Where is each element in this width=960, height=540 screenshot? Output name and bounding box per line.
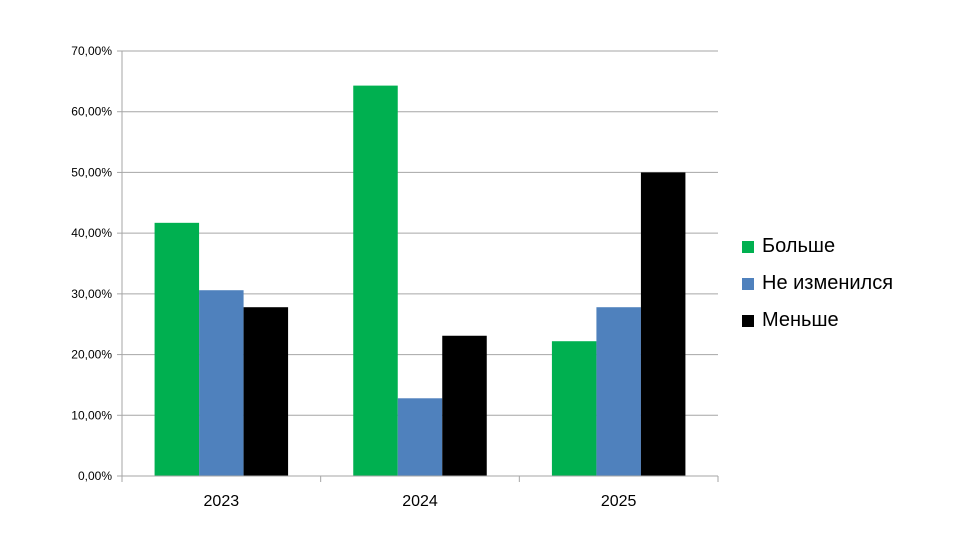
y-tick-label: 50,00% [71,165,112,179]
legend-swatch-menshe [742,314,754,327]
bar-2025-series-0 [551,341,597,476]
y-tick-label: 60,00% [71,105,112,119]
y-tick-label: 70,00% [71,44,112,58]
legend-label-menshe: Меньше [762,309,839,331]
bar-2024-series-0 [353,85,398,476]
bar-2024-series-2 [442,335,487,476]
y-axis-tick-labels: 0,00% 10,00% 20,00% 30,00% 40,00% 50,00% 60,00… [71,44,112,483]
y-tick-label: 20,00% [71,348,112,362]
x-category-label: 2023 [204,493,240,510]
bar-2025-series-2 [640,172,686,476]
bar-2023-series-1 [199,290,244,476]
x-category-label: 2024 [402,493,438,510]
legend-label-ne-izmenilsya: Не изменился [762,272,894,294]
bars [154,85,686,476]
y-tick-label: 30,00% [71,287,112,301]
y-tick-label: 10,00% [71,408,112,422]
bar-2023-series-0 [154,222,200,476]
legend: Больше Не изменился Меньше [742,228,893,339]
y-tick-label: 0,00% [78,469,112,483]
y-tick-label: 40,00% [71,226,112,240]
legend-swatch-bolshe [742,240,754,253]
x-category-label: 2025 [601,493,637,510]
bar-2025-series-1 [596,307,641,476]
bar-2024-series-1 [397,398,443,476]
legend-swatch-ne-izmenilsya [742,277,754,290]
legend-item-ne-izmenilsya: Не изменился [742,265,893,302]
x-axis-category-labels: 2023 2024 2025 [204,493,637,510]
bar-2023-series-2 [243,307,289,476]
legend-item-menshe: Меньше [742,302,893,339]
x-axis [121,475,719,482]
legend-label-bolshe: Больше [762,235,836,257]
legend-item-bolshe: Больше [742,228,893,265]
